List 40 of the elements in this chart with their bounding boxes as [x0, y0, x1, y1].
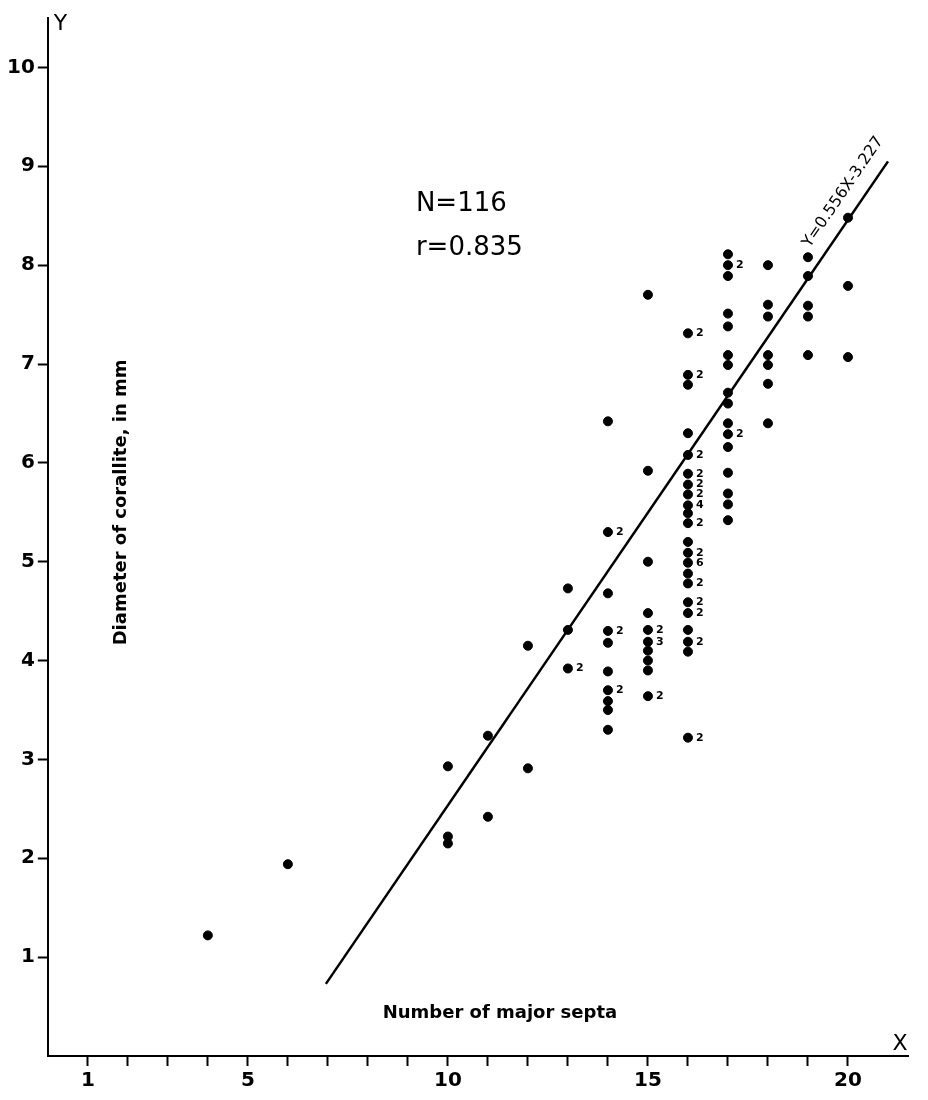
y-tick-label: 6 — [20, 449, 35, 474]
annotation: 2 — [695, 466, 704, 480]
annotation: 2 — [615, 623, 624, 637]
annotation: Y — [52, 10, 68, 35]
annotation: 3 — [655, 634, 664, 648]
annotation: 2 — [695, 576, 704, 590]
y-tick-label: 9 — [20, 152, 35, 177]
x-axis-title: Number of major septa — [382, 1001, 618, 1022]
y-axis-title: Diameter of corallite, in mm — [108, 359, 130, 646]
y-tick-label: 7 — [20, 350, 35, 375]
annotation: 2 — [655, 689, 664, 703]
x-tick-label: 5 — [240, 1067, 255, 1092]
annotation: 2 — [615, 524, 624, 538]
annotation: 2 — [695, 367, 704, 381]
y-tick-label: 2 — [20, 844, 35, 869]
y-tick-label: 4 — [20, 646, 35, 671]
annotation: 2 — [695, 516, 704, 530]
annotation: 2 — [695, 326, 704, 340]
annotation: 2 — [735, 258, 744, 271]
y-tick-label: 3 — [20, 745, 35, 770]
y-tick-label: 10 — [6, 53, 35, 78]
x-tick-label: 1 — [80, 1067, 95, 1092]
annotation: 2 — [695, 730, 704, 744]
annotation: N=116 — [415, 186, 507, 217]
annotation: 2 — [695, 634, 704, 648]
x-tick-label: 15 — [634, 1067, 662, 1092]
annotation: X — [892, 1030, 908, 1055]
y-tick-label: 5 — [20, 547, 35, 572]
annotation: 4 — [695, 498, 704, 512]
annotation: 2 — [735, 427, 744, 441]
annotation: 2 — [695, 447, 704, 461]
annotation: 2 — [615, 683, 624, 697]
y-tick-label: 1 — [20, 943, 35, 968]
annotation: 2 — [575, 661, 584, 675]
x-tick-label: 10 — [433, 1067, 462, 1092]
annotation: r=0.835 — [415, 231, 523, 262]
x-tick-label: 20 — [834, 1067, 862, 1092]
annotation: 2 — [695, 487, 704, 501]
annotation: 2 — [655, 622, 664, 636]
y-tick-label: 8 — [20, 251, 35, 276]
